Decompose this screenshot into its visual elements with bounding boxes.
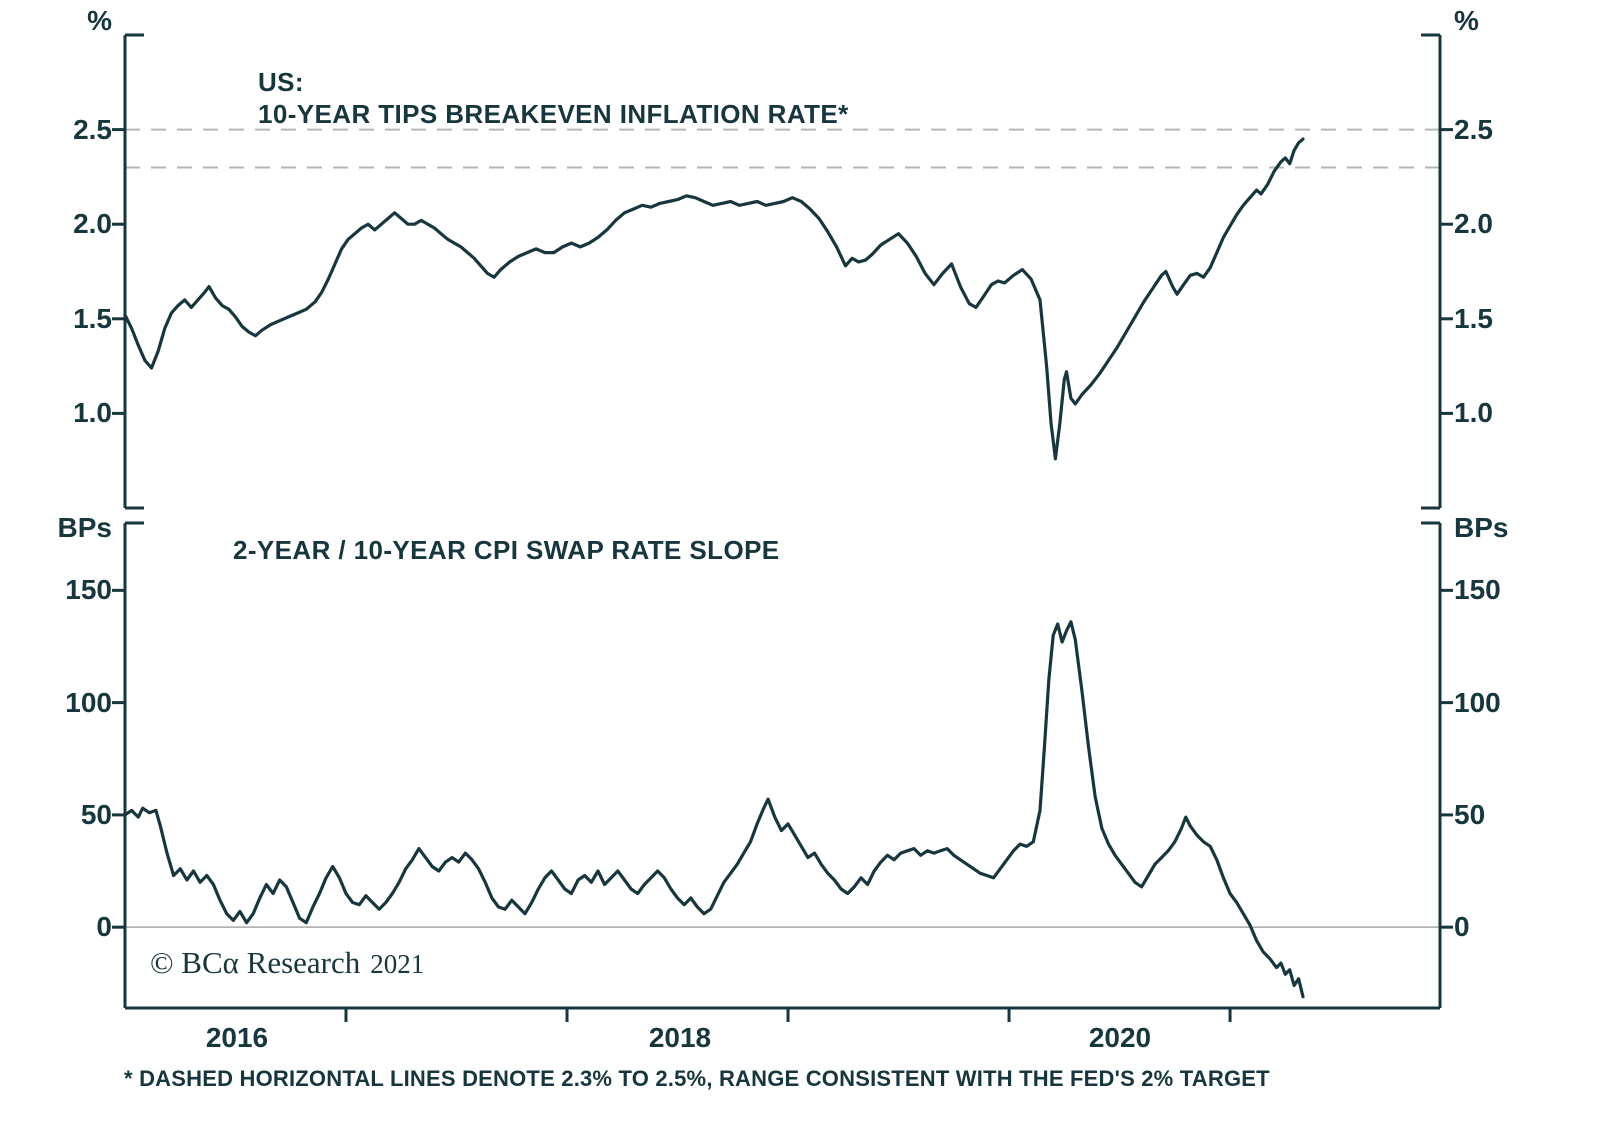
footnote: * DASHED HORIZONTAL LINES DENOTE 2.3% TO… (124, 1066, 1270, 1091)
y-tick-label: 100 (65, 687, 112, 718)
y-tick-label: 1.0 (1454, 397, 1493, 428)
y-tick-label: 150 (1454, 574, 1501, 605)
top-panel-title: US: 10-YEAR TIPS BREAKEVEN INFLATION RAT… (258, 66, 849, 130)
copyright-year: 2021 (370, 949, 425, 979)
y-tick-label: 50 (80, 799, 112, 830)
bottom-unit-label-right: BPs (1454, 512, 1509, 543)
copyright-brand: © BCα Research (150, 945, 361, 980)
tips-breakeven-line (123, 137, 1305, 461)
y-tick-label: 2.0 (1454, 208, 1493, 239)
y-tick-label: 100 (1454, 687, 1501, 718)
bottom-unit-label-left: BPs (57, 512, 112, 543)
y-tick-label: 50 (1454, 799, 1486, 830)
copyright: © BCα Research 2021 (150, 945, 424, 981)
cpi-swap-slope-line (123, 620, 1305, 999)
y-tick-label: 2.5 (1454, 114, 1493, 145)
y-tick-label: 0 (96, 911, 112, 942)
y-tick-label: 2.5 (73, 114, 112, 145)
y-tick-label: 1.5 (1454, 303, 1493, 334)
top-unit-label-right: % (1454, 5, 1479, 36)
top-panel-title-line2: 10-YEAR TIPS BREAKEVEN INFLATION RATE* (258, 99, 849, 129)
y-tick-label: 1.0 (73, 397, 112, 428)
y-tick-label: 0 (1454, 911, 1470, 942)
y-tick-label: 2.0 (73, 208, 112, 239)
bottom-panel-title: 2-YEAR / 10-YEAR CPI SWAP RATE SLOPE (233, 535, 780, 565)
top-unit-label-left: % (87, 5, 112, 36)
y-tick-label: 150 (65, 574, 112, 605)
x-tick-label-2020: 2020 (1088, 1022, 1152, 1053)
x-tick-label-2016: 2016 (205, 1022, 269, 1053)
top-panel-title-line1: US: (258, 67, 304, 97)
x-tick-label-2018: 2018 (648, 1022, 712, 1053)
y-tick-label: 1.5 (73, 303, 112, 334)
